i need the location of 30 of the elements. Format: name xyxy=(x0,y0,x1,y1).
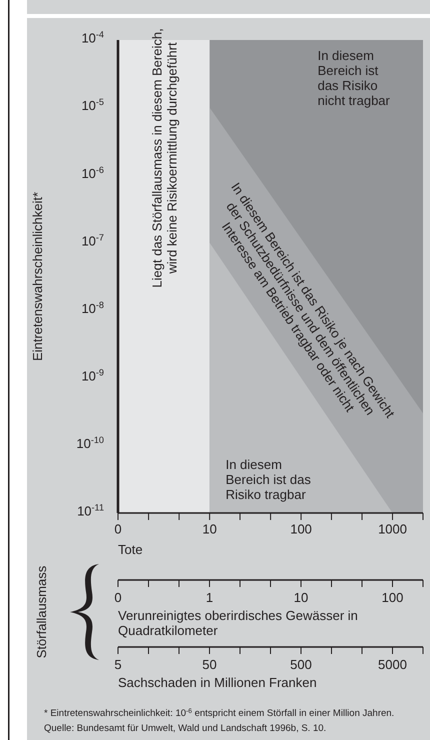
band-label: In diesem Bereich ist das Risiko nicht tragbar xyxy=(318,48,391,108)
source-note: Quelle: Bundesamt für Umwelt, Wald und Landschaft 1996b, S. 10. xyxy=(44,723,326,734)
text: Verunreinigtes oberirdisches Gewässer in Quadratkilometer xyxy=(118,608,358,638)
x-tick-label: 10 xyxy=(202,522,217,537)
y-tick-label: 10$^{-6}$ xyxy=(81,164,104,181)
series-label: In diesem Bereich ist das Risiko tragbar xyxy=(226,457,312,502)
text: Sachschaden in Millionen Franken xyxy=(118,675,317,690)
x-tick-label: 100 xyxy=(290,522,312,537)
y-tick-label: 10$^{-7}$ xyxy=(81,232,104,248)
text: 1 xyxy=(206,590,214,605)
annotation: Liegt das Störfallausmass in diesem Bereich, wird keine Risikoermittlung durchgeführt xyxy=(149,28,180,288)
y-tick-label: 10$^{-8}$ xyxy=(81,300,104,316)
y-tick-label: 10$^{-11}$ xyxy=(77,502,104,519)
y-tick-label: 10$^{-4}$ xyxy=(81,30,104,46)
y-tick-label: 10$^{-10}$ xyxy=(76,435,104,452)
x-axis-title: Tote xyxy=(118,542,143,557)
text: 0 xyxy=(114,590,122,605)
x-tick-label: 0 xyxy=(114,522,122,537)
text: 500 xyxy=(290,657,312,672)
y-axis-title: Eintretenswahrscheinlichkeit* xyxy=(30,192,45,362)
y-tick-label: 10$^{-9}$ xyxy=(81,367,104,384)
text: 5 xyxy=(114,657,122,672)
text: Störfallausmass xyxy=(34,565,49,658)
text: 10 xyxy=(294,590,308,605)
y-tick-label: 10$^{-5}$ xyxy=(81,97,104,114)
text: 50 xyxy=(202,657,217,672)
text: 5000 xyxy=(378,657,407,672)
text: * Eintretenswahrscheinlichkeit: 10$^{-6}$ entspricht einem Störfall in einer Million Jahren. xyxy=(44,708,394,719)
x-tick-label: 1000 xyxy=(378,522,407,537)
text: 100 xyxy=(382,590,404,605)
